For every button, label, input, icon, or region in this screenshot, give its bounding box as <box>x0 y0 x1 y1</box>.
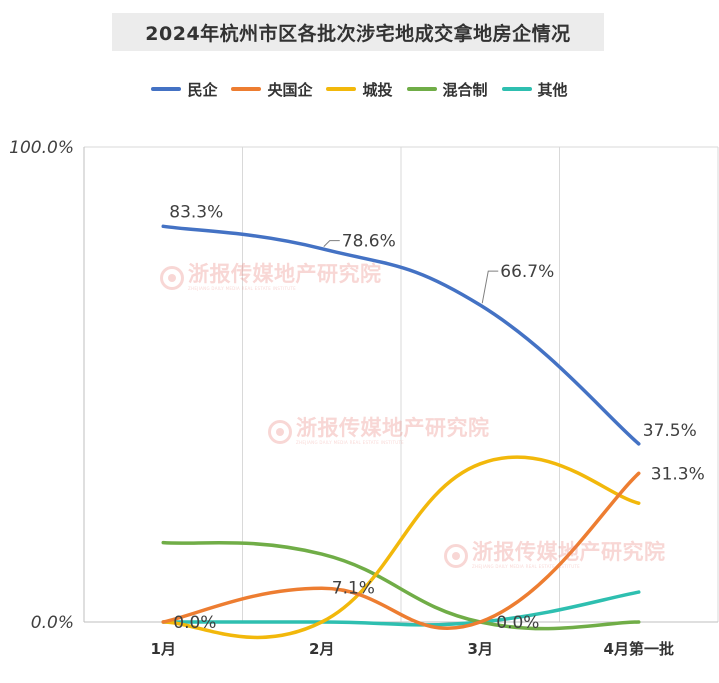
legend-swatch <box>501 87 532 91</box>
x-tick-label: 4月第一批 <box>604 640 674 658</box>
series-lines <box>161 224 641 640</box>
legend-item: 城投 <box>326 79 393 100</box>
data-label: 37.5% <box>643 421 697 441</box>
y-tick-label: 100.0% <box>9 138 74 158</box>
data-label: 7.1% <box>332 578 375 598</box>
data-label: 83.3% <box>169 202 223 222</box>
legend-swatch <box>406 87 437 91</box>
x-tick-label: 3月 <box>468 640 493 658</box>
legend-label: 混合制 <box>442 80 488 99</box>
axes: 0.0% 100.0% 1月 2月 3月 4月第一批 <box>9 138 718 658</box>
legend-label: 央国企 <box>267 80 313 99</box>
legend-swatch <box>231 87 262 91</box>
series-line <box>161 471 641 630</box>
series-line <box>161 590 641 627</box>
data-label: 0.0% <box>173 613 216 633</box>
series-line <box>161 540 641 631</box>
chart-legend: 民企 央国企 城投 混合制 其他 <box>0 74 719 104</box>
legend-item: 其他 <box>501 79 568 100</box>
data-label: 0.0% <box>496 613 539 633</box>
legend-swatch <box>326 87 357 91</box>
legend-label: 民企 <box>187 80 218 99</box>
data-label: 66.7% <box>500 262 554 282</box>
legend-label: 城投 <box>362 80 393 99</box>
x-tick-label: 2月 <box>309 640 334 658</box>
series-line <box>161 224 641 446</box>
leader-line <box>481 270 499 304</box>
series-line <box>161 455 641 640</box>
legend-item: 混合制 <box>406 79 488 100</box>
legend-item: 民企 <box>151 79 217 100</box>
data-label: 78.6% <box>342 232 396 252</box>
legend-item: 央国企 <box>231 79 312 100</box>
y-tick-label: 0.0% <box>31 613 74 633</box>
x-tick-label: 1月 <box>151 640 176 658</box>
leader-line <box>323 240 340 248</box>
data-label: 31.3% <box>651 464 705 484</box>
legend-label: 其他 <box>537 80 568 99</box>
data-labels: 83.3% 78.6% 66.7% 37.5% 0.0% 7.1% 0.0% 31.3% <box>169 202 705 633</box>
chart-title: 2024年杭州市区各批次涉宅地成交拿地房企情况 <box>112 13 604 51</box>
legend-swatch <box>151 87 182 91</box>
